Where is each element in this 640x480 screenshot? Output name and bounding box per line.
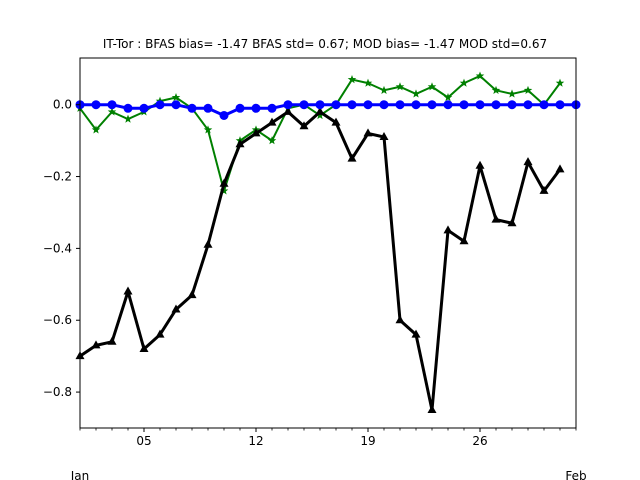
series-0-point-20: [395, 82, 405, 91]
series-1-point-19: [379, 132, 389, 141]
axes-layer: 0.0 −0.2 −0.4 −0.6 −0.8 05 12 19 26 Jan Feb: [43, 98, 587, 480]
series-0-point-30: [555, 78, 565, 87]
series-2-point-24: [459, 100, 469, 110]
series-2-point-3: [123, 103, 133, 113]
series-2-point-14: [299, 100, 309, 110]
series-0-point-8: [203, 125, 213, 134]
series-1-point-12: [267, 117, 277, 126]
series-2-point-16: [331, 100, 341, 110]
series-2-point-20: [395, 100, 405, 110]
x-tick-label: 19: [360, 434, 375, 448]
series-0-point-15: [315, 110, 325, 120]
series-2-point-2: [107, 100, 117, 110]
plot-frame: [79, 57, 577, 429]
series-0-point-28: [523, 85, 533, 94]
series-1-point-24: [459, 236, 469, 245]
series-2-point-25: [475, 100, 485, 110]
series-1-point-11: [251, 128, 261, 137]
series-2-point-26: [491, 100, 501, 110]
series-0-point-21: [411, 89, 421, 98]
series-2-point-29: [539, 100, 549, 110]
series-1-point-16: [331, 117, 341, 126]
series-1-point-25: [475, 160, 485, 169]
series-2-point-11: [251, 103, 261, 113]
x-tick-label: 26: [472, 434, 487, 448]
series-1-point-14: [299, 121, 309, 130]
series-1-point-20: [395, 315, 405, 324]
series-2-point-1: [91, 100, 101, 110]
series-1-point-18: [363, 128, 373, 137]
series-1-point-27: [507, 218, 517, 227]
series-0-point-17: [347, 75, 357, 84]
series-1-point-28: [523, 157, 533, 166]
series-2-point-9: [219, 110, 229, 120]
series-2-point-27: [507, 100, 517, 110]
series-2-point-21: [411, 100, 421, 110]
series-0-point-27: [507, 89, 517, 98]
y-tick-label: 0.0: [53, 98, 72, 112]
series-2-point-22: [427, 100, 437, 110]
series-1-point-17: [347, 153, 357, 162]
series-1-point-4: [139, 343, 149, 352]
series-2-point-13: [283, 100, 293, 110]
series-1-point-5: [155, 329, 165, 338]
series-0-point-24: [459, 78, 469, 87]
series-1-point-8: [203, 239, 213, 248]
series-0-point-2: [107, 107, 117, 116]
y-tick-label: −0.4: [43, 241, 72, 255]
series-1-point-3: [123, 286, 133, 295]
series-0-point-12: [267, 136, 277, 145]
series-2-point-4: [139, 103, 149, 113]
series-1-point-23: [443, 225, 453, 234]
series-1-point-15: [315, 106, 325, 115]
series-1-point-21: [411, 329, 421, 338]
x-tick-label: 12: [248, 434, 263, 448]
y-tick-label: −0.8: [43, 385, 72, 399]
series-1-point-26: [491, 214, 501, 223]
series-2-point-30: [555, 100, 565, 110]
series-2: [75, 100, 581, 120]
series-2-point-10: [235, 103, 245, 113]
x-month-label: Feb: [565, 469, 586, 480]
chart-title: IT-Tor : BFAS bias= -1.47 BFAS std= 0.67…: [103, 37, 547, 51]
series-1-point-22: [427, 405, 437, 414]
series-2-point-15: [315, 100, 325, 110]
series-1-point-29: [539, 185, 549, 194]
series-0-point-1: [91, 125, 101, 134]
series-1-point-10: [235, 139, 245, 148]
series-0-point-3: [123, 114, 133, 123]
series-0-point-6: [171, 93, 181, 102]
series-2-point-23: [443, 100, 453, 110]
series-2-point-17: [347, 100, 357, 110]
series-2-point-19: [379, 100, 389, 110]
x-tick-label: 05: [136, 434, 151, 448]
y-tick-label: −0.2: [43, 170, 72, 184]
series-2-point-6: [171, 100, 181, 110]
x-month-label: Jan: [70, 469, 90, 480]
series-0-point-26: [491, 85, 501, 94]
series-1-point-13: [283, 106, 293, 115]
series-2-point-8: [203, 103, 213, 113]
series-0-point-19: [379, 85, 389, 94]
series-2-point-12: [267, 103, 277, 113]
series-2-point-28: [523, 100, 533, 110]
series-2-point-7: [187, 103, 197, 113]
series-1-point-1: [91, 340, 101, 349]
series-0-point-9: [219, 186, 229, 195]
series-0-point-18: [363, 78, 373, 87]
series-1-point-9: [219, 178, 229, 187]
series-1-point-7: [187, 290, 197, 299]
series-2-point-5: [155, 100, 165, 110]
series-2-point-18: [363, 100, 373, 110]
series-1-point-6: [171, 304, 181, 313]
y-tick-label: −0.6: [43, 313, 72, 327]
series-1-point-2: [107, 336, 117, 345]
series-0-point-22: [427, 82, 437, 91]
series-0-point-23: [443, 93, 453, 102]
series-1-point-30: [555, 164, 565, 173]
series-0-point-25: [475, 71, 485, 80]
